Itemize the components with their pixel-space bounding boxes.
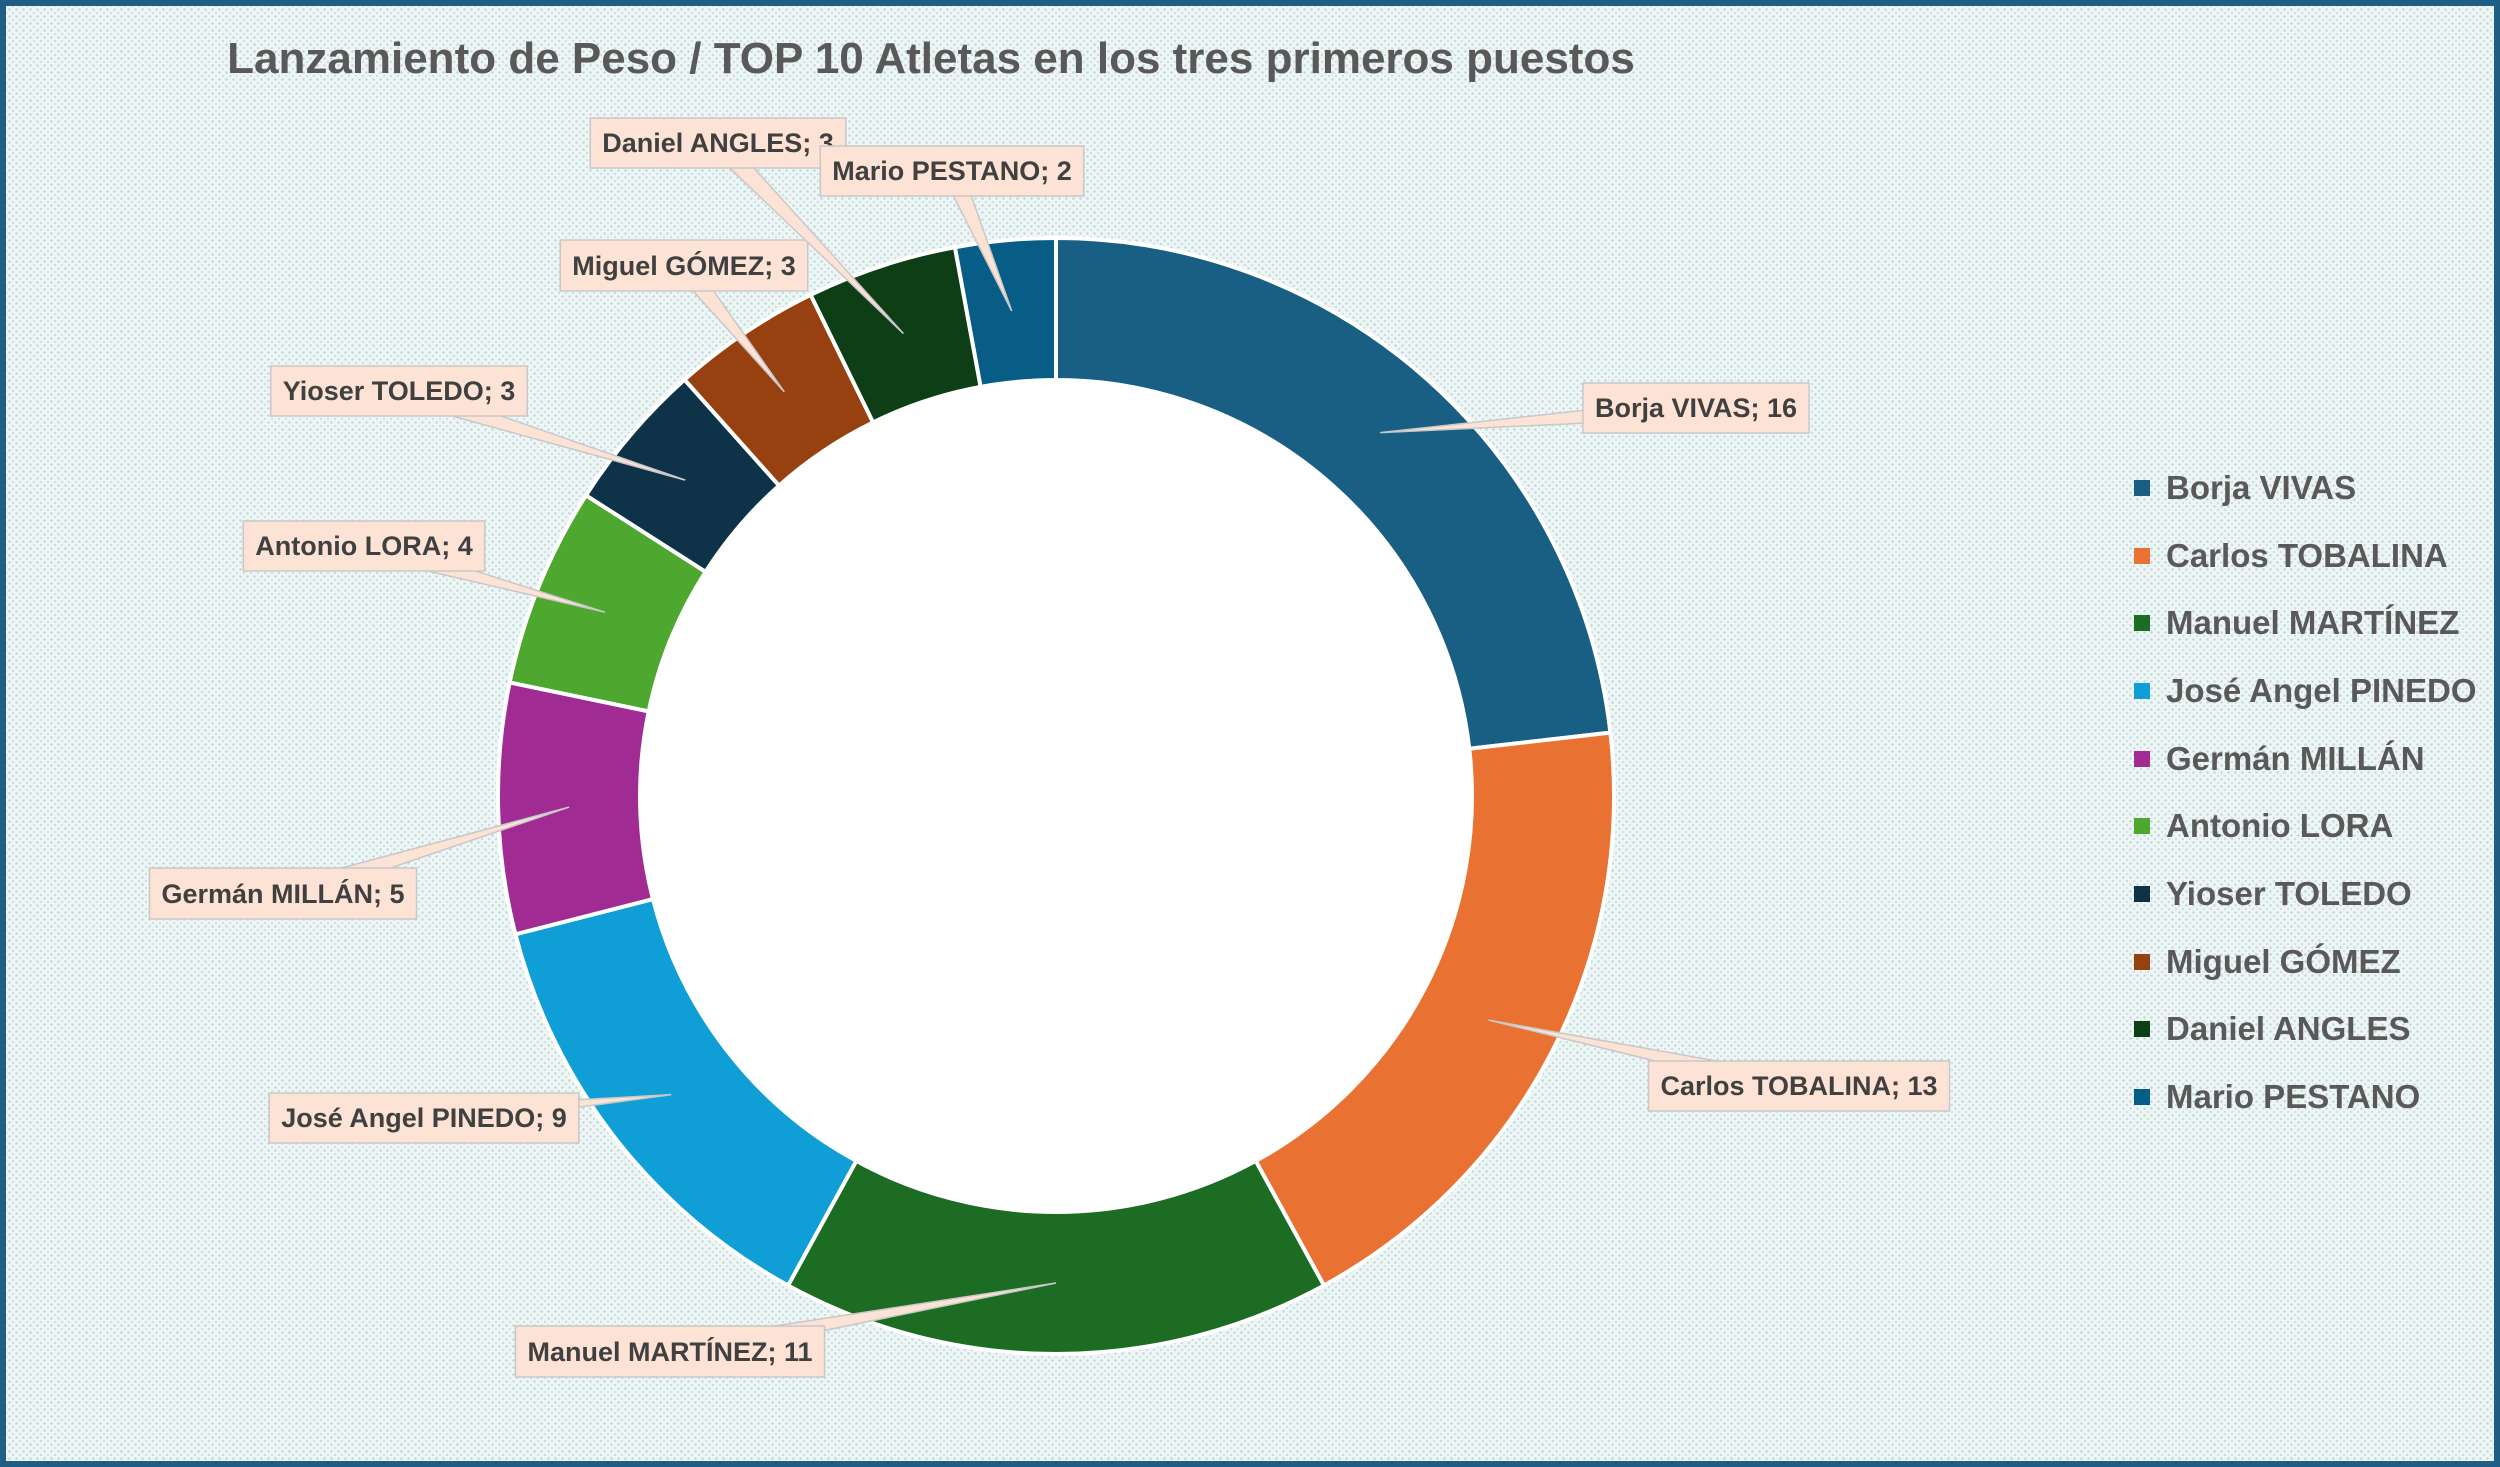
data-label-antonio-lora: Antonio LORA; 4 (242, 520, 606, 613)
data-label-text: Borja VIVAS; 16 (1595, 393, 1797, 423)
legend-label: Borja VIVAS (2166, 468, 2357, 506)
legend-item-antonio-lora: Antonio LORA (2134, 792, 2477, 860)
data-label-german-millan: Germán MILLÁN; 5 (148, 806, 570, 920)
data-label-box (1647, 1060, 1951, 1112)
legend-swatch (2134, 479, 2150, 496)
data-label-box (148, 867, 418, 920)
data-label-text: Manuel MARTÍNEZ; 11 (527, 1336, 812, 1367)
legend-item-daniel-angles: Daniel ANGLES (2134, 996, 2477, 1064)
legend-label: José Angel PINEDO (2166, 671, 2477, 709)
data-label-manuel-martinez: Manuel MARTÍNEZ; 11 (514, 1282, 1057, 1378)
legend-item-manuel-martinez: Manuel MARTÍNEZ (2134, 589, 2477, 657)
data-label-box (514, 1325, 826, 1378)
legend-label: Antonio LORA (2166, 807, 2394, 845)
data-label-text: Antonio LORA; 4 (255, 531, 472, 561)
data-label-yioser-toledo: Yioser TOLEDO; 3 (269, 365, 686, 481)
data-label-mario-pestano: Mario PESTANO; 2 (819, 145, 1085, 312)
data-label-box (819, 145, 1085, 197)
data-label-daniel-angles: Daniel ANGLES; 3 (589, 117, 904, 335)
data-label-carlos-tobalina: Carlos TOBALINA; 13 (1488, 1019, 1951, 1112)
data-label-box (559, 239, 809, 292)
legend-swatch (2134, 885, 2150, 902)
data-label-text: Carlos TOBALINA; 13 (1660, 1071, 1937, 1101)
data-label-box (268, 1092, 580, 1144)
data-label-text: Germán MILLÁN; 5 (161, 878, 404, 909)
slice-carlos-tobalina (1253, 730, 1616, 1289)
data-label-box (589, 117, 847, 169)
data-label-text: Miguel GÓMEZ; 3 (572, 250, 796, 281)
legend-item-jose-angel-pinedo: José Angel PINEDO (2134, 657, 2477, 725)
data-label-borja-vivas: Borja VIVAS; 16 (1380, 382, 1810, 434)
slice-borja-vivas (1054, 235, 1613, 751)
legend-label: Mario PESTANO (2166, 1078, 2421, 1116)
data-label-box (1582, 382, 1810, 434)
legend-swatch (2134, 750, 2150, 767)
legend-label: Yioser TOLEDO (2166, 874, 2412, 912)
data-label-text: Mario PESTANO; 2 (832, 156, 1072, 186)
legend-item-yioser-toledo: Yioser TOLEDO (2134, 860, 2477, 928)
legend-item-carlos-tobalina: Carlos TOBALINA (2134, 522, 2477, 590)
legend-swatch (2134, 1021, 2150, 1038)
data-label-text: José Angel PINEDO; 9 (281, 1103, 567, 1133)
legend-label: Manuel MARTÍNEZ (2166, 604, 2460, 642)
data-label-jose-angel-pinedo: José Angel PINEDO; 9 (268, 1092, 672, 1144)
legend-item-mario-pestano: Mario PESTANO (2134, 1063, 2477, 1131)
chart-title: Lanzamiento de Peso / TOP 10 Atletas en … (227, 34, 1635, 83)
data-label-text: Yioser TOLEDO; 3 (283, 376, 516, 406)
legend-label: Daniel ANGLES (2166, 1010, 2411, 1048)
legend-item-borja-vivas: Borja VIVAS (2134, 454, 2477, 522)
legend-label: Miguel GÓMEZ (2166, 942, 2401, 980)
legend-swatch (2134, 818, 2150, 835)
legend-swatch (2134, 1089, 2150, 1106)
legend-swatch (2134, 682, 2150, 699)
data-label-box (269, 365, 529, 417)
slice-german-millan (496, 680, 656, 937)
legend-item-miguel-gomez: Miguel GÓMEZ (2134, 928, 2477, 996)
legend-swatch (2134, 547, 2150, 564)
legend-swatch (2134, 615, 2150, 632)
chart-legend: Borja VIVAS Carlos TOBALINA Manuel MARTÍNE… (2134, 454, 2477, 1131)
doughnut-hole (642, 382, 1470, 1210)
legend-label: Germán MILLÁN (2166, 739, 2425, 777)
data-label-miguel-gomez: Miguel GÓMEZ; 3 (559, 239, 809, 393)
legend-item-german-millan: Germán MILLÁN (2134, 725, 2477, 793)
legend-swatch (2134, 953, 2150, 970)
data-label-box (242, 520, 486, 572)
data-label-text: Daniel ANGLES; 3 (602, 128, 834, 158)
legend-label: Carlos TOBALINA (2166, 536, 2448, 574)
doughnut-chart: Borja VIVAS; 16 Carlos TOBALINA; 13 Manuel… (148, 117, 1951, 1378)
